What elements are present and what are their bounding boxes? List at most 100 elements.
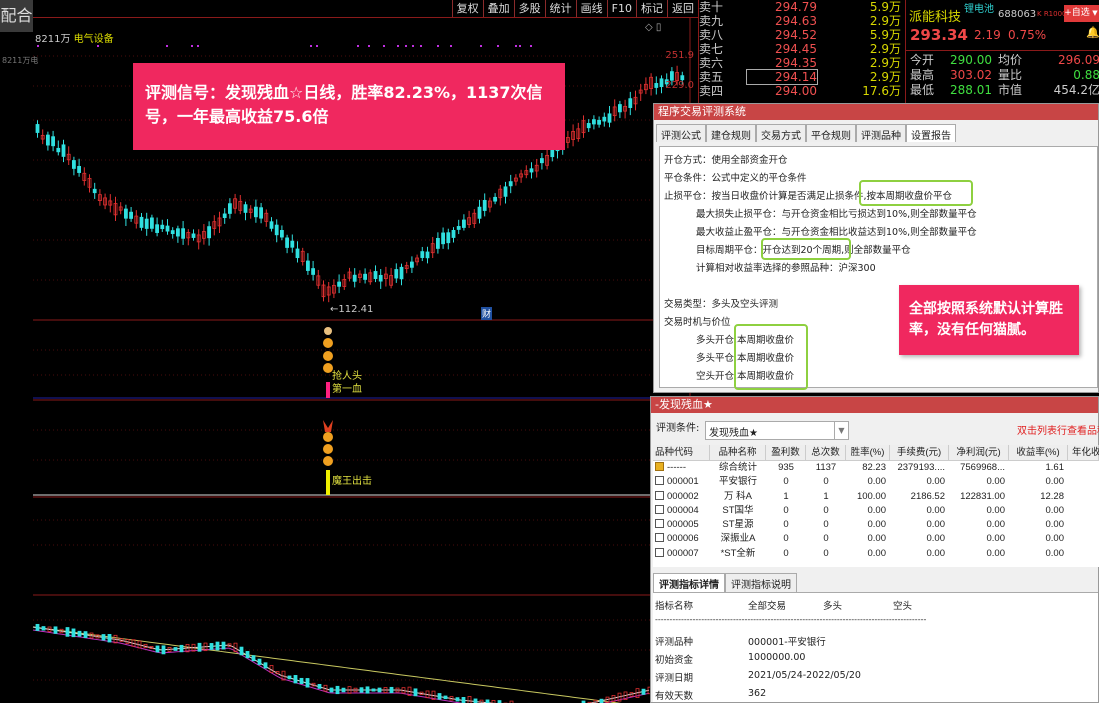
dialog-title[interactable]: 程序交易评测系统 bbox=[654, 104, 1098, 120]
toolbar-fuquan-button[interactable]: 复权 bbox=[451, 0, 483, 17]
candle bbox=[82, 172, 87, 181]
diamond-icon[interactable]: ◇ ▯ bbox=[645, 22, 662, 33]
item-icon bbox=[655, 547, 664, 557]
candle bbox=[59, 628, 64, 634]
settings-tabs: 评测公式 建仓规则 交易方式 平仓规则 评测品种 设置报告 bbox=[654, 120, 1098, 142]
toolbar-f10-button[interactable]: F10 bbox=[606, 0, 636, 17]
tab-formula[interactable]: 评测公式 bbox=[656, 124, 706, 142]
candle bbox=[113, 634, 118, 644]
tab-trade-mode[interactable]: 交易方式 bbox=[756, 124, 806, 142]
tab-report[interactable]: 设置报告 bbox=[906, 124, 956, 142]
cell-text: 0.00 bbox=[1045, 533, 1065, 545]
candle bbox=[607, 113, 612, 123]
ask-row[interactable]: 卖五 294.14 2.9万 bbox=[699, 69, 905, 85]
signal-dot bbox=[383, 45, 385, 47]
toolbar-stats-button[interactable]: 统计 bbox=[544, 0, 576, 17]
signal-dot bbox=[497, 45, 499, 47]
cell-text: 000006 bbox=[667, 533, 699, 545]
candle bbox=[175, 228, 180, 237]
table-cell bbox=[1068, 518, 1099, 532]
column-header[interactable]: 收益率(%) bbox=[1009, 445, 1068, 460]
price-change-pct: 0.75% bbox=[1008, 28, 1047, 42]
table-cell: 1137 bbox=[806, 461, 846, 475]
candlestick-chart[interactable] bbox=[0, 0, 700, 703]
table-row[interactable]: 000007 *ST全新 0 0 0.00 0.00 0.00 0.00 bbox=[653, 547, 1099, 561]
cell-text: 82.23 bbox=[862, 462, 886, 473]
candle bbox=[623, 105, 627, 112]
toolbar-draw-button[interactable]: 画线 bbox=[575, 0, 607, 17]
signal-dot bbox=[515, 45, 517, 47]
candle bbox=[441, 232, 446, 245]
dropdown-icon[interactable]: ▼ bbox=[1090, 5, 1099, 22]
candle bbox=[293, 675, 298, 684]
candle bbox=[618, 104, 622, 113]
column-header[interactable]: 盈利数 bbox=[766, 445, 806, 460]
add-watchlist-button[interactable]: +自选 bbox=[1064, 5, 1090, 22]
toolbar-multi-stock-button[interactable]: 多股 bbox=[513, 0, 545, 17]
candle bbox=[149, 646, 154, 649]
candle bbox=[581, 700, 586, 703]
table-cell: 7569968... bbox=[949, 461, 1009, 475]
order-book: 卖十 294.79 5.9万 卖九 294.63 2.9万 卖八 294.52 5.9万 卖… bbox=[698, 0, 905, 103]
ma-line-long bbox=[32, 626, 622, 703]
ask-label: 卖十 bbox=[699, 0, 724, 14]
tab-symbols[interactable]: 评测品种 bbox=[856, 124, 906, 142]
ask-price: 294.14 bbox=[746, 69, 818, 85]
table-row[interactable]: ------ 综合统计 935 1137 82.23 2379193.... 7569968… bbox=[653, 461, 1099, 475]
table-row[interactable]: 000002 万 科A 1 1 100.00 2186.52 122831.00 12.28 bbox=[653, 490, 1099, 504]
column-header[interactable]: 品种代码 bbox=[653, 445, 710, 460]
candle bbox=[487, 200, 492, 208]
left-panel-label[interactable]: 配合 bbox=[0, 0, 33, 32]
candle bbox=[227, 203, 232, 214]
table-cell: 0.00 bbox=[949, 504, 1009, 518]
bell-icon[interactable]: 🔔 bbox=[1086, 26, 1099, 39]
table-row[interactable]: 000001 平安银行 0 0 0.00 0.00 0.00 0.00 bbox=[653, 475, 1099, 489]
ask-row[interactable]: 卖九 294.63 2.9万 bbox=[699, 14, 905, 28]
column-header[interactable]: 净利润(元) bbox=[949, 445, 1009, 460]
tab-entry-rules[interactable]: 建仓规则 bbox=[706, 124, 756, 142]
dialog-title[interactable]: -发现残血★ bbox=[651, 397, 1098, 413]
candle bbox=[644, 83, 648, 91]
table-row[interactable]: 000004 ST国华 0 0 0.00 0.00 0.00 0.00 bbox=[653, 504, 1099, 518]
candle bbox=[87, 177, 92, 188]
column-header[interactable]: 手续费(元) bbox=[890, 445, 949, 460]
column-header[interactable]: 品种名称 bbox=[710, 445, 766, 460]
ask-row[interactable]: 卖六 294.35 2.9万 bbox=[699, 56, 905, 70]
ask-row[interactable]: 卖四 294.00 17.6万 bbox=[699, 84, 905, 98]
toolbar-back-button[interactable]: 返回 bbox=[667, 0, 698, 17]
candle bbox=[173, 647, 178, 651]
candle bbox=[654, 83, 659, 88]
ask-label: 卖五 bbox=[699, 70, 724, 84]
report-line: 多头开仓,本周期收盘价 bbox=[696, 335, 795, 346]
candle bbox=[659, 78, 664, 88]
finance-badge[interactable]: 财 bbox=[481, 307, 493, 320]
signal-dot bbox=[405, 45, 407, 47]
column-header[interactable]: 年化收 bbox=[1068, 445, 1099, 460]
hint-text: 双击列表行查看品种 bbox=[1017, 426, 1099, 437]
column-header[interactable]: 总次数 bbox=[806, 445, 846, 460]
condition-select[interactable]: 发现残血★ ▼ bbox=[705, 421, 849, 440]
candle bbox=[185, 644, 190, 653]
candle bbox=[586, 122, 591, 129]
table-row[interactable]: 000005 ST星源 0 0 0.00 0.00 0.00 0.00 bbox=[653, 518, 1099, 532]
concept-tag[interactable]: 锂电池 bbox=[964, 4, 994, 15]
table-cell: 0 bbox=[766, 547, 806, 561]
cell-text: 1137 bbox=[815, 462, 837, 473]
sector-label[interactable]: 电气设备 bbox=[73, 34, 114, 45]
ask-row[interactable]: 卖七 294.45 2.9万 bbox=[699, 42, 905, 56]
highlight-box bbox=[859, 180, 973, 206]
chevron-down-icon[interactable]: ▼ bbox=[834, 422, 848, 439]
tab-exit-rules[interactable]: 平仓规则 bbox=[806, 124, 856, 142]
ask-price: 294.45 bbox=[775, 42, 817, 56]
toolbar-mark-button[interactable]: 标记 bbox=[636, 0, 667, 17]
column-header[interactable]: 胜率(%) bbox=[846, 445, 890, 460]
candle bbox=[341, 687, 346, 693]
ask-row[interactable]: 卖八 294.52 5.9万 bbox=[699, 28, 905, 42]
cell-text: 12.28 bbox=[1040, 490, 1064, 502]
toolbar-overlay-button[interactable]: 叠加 bbox=[482, 0, 514, 17]
cell-text: *ST全新 bbox=[720, 547, 756, 559]
table-row[interactable]: 000006 深振业A 0 0 0.00 0.00 0.00 0.00 bbox=[653, 532, 1099, 546]
tab-indicator-details[interactable]: 评测指标详情 bbox=[653, 573, 725, 593]
ask-row[interactable]: 卖十 294.79 5.9万 bbox=[699, 0, 905, 14]
tab-indicator-help[interactable]: 评测指标说明 bbox=[725, 573, 797, 593]
